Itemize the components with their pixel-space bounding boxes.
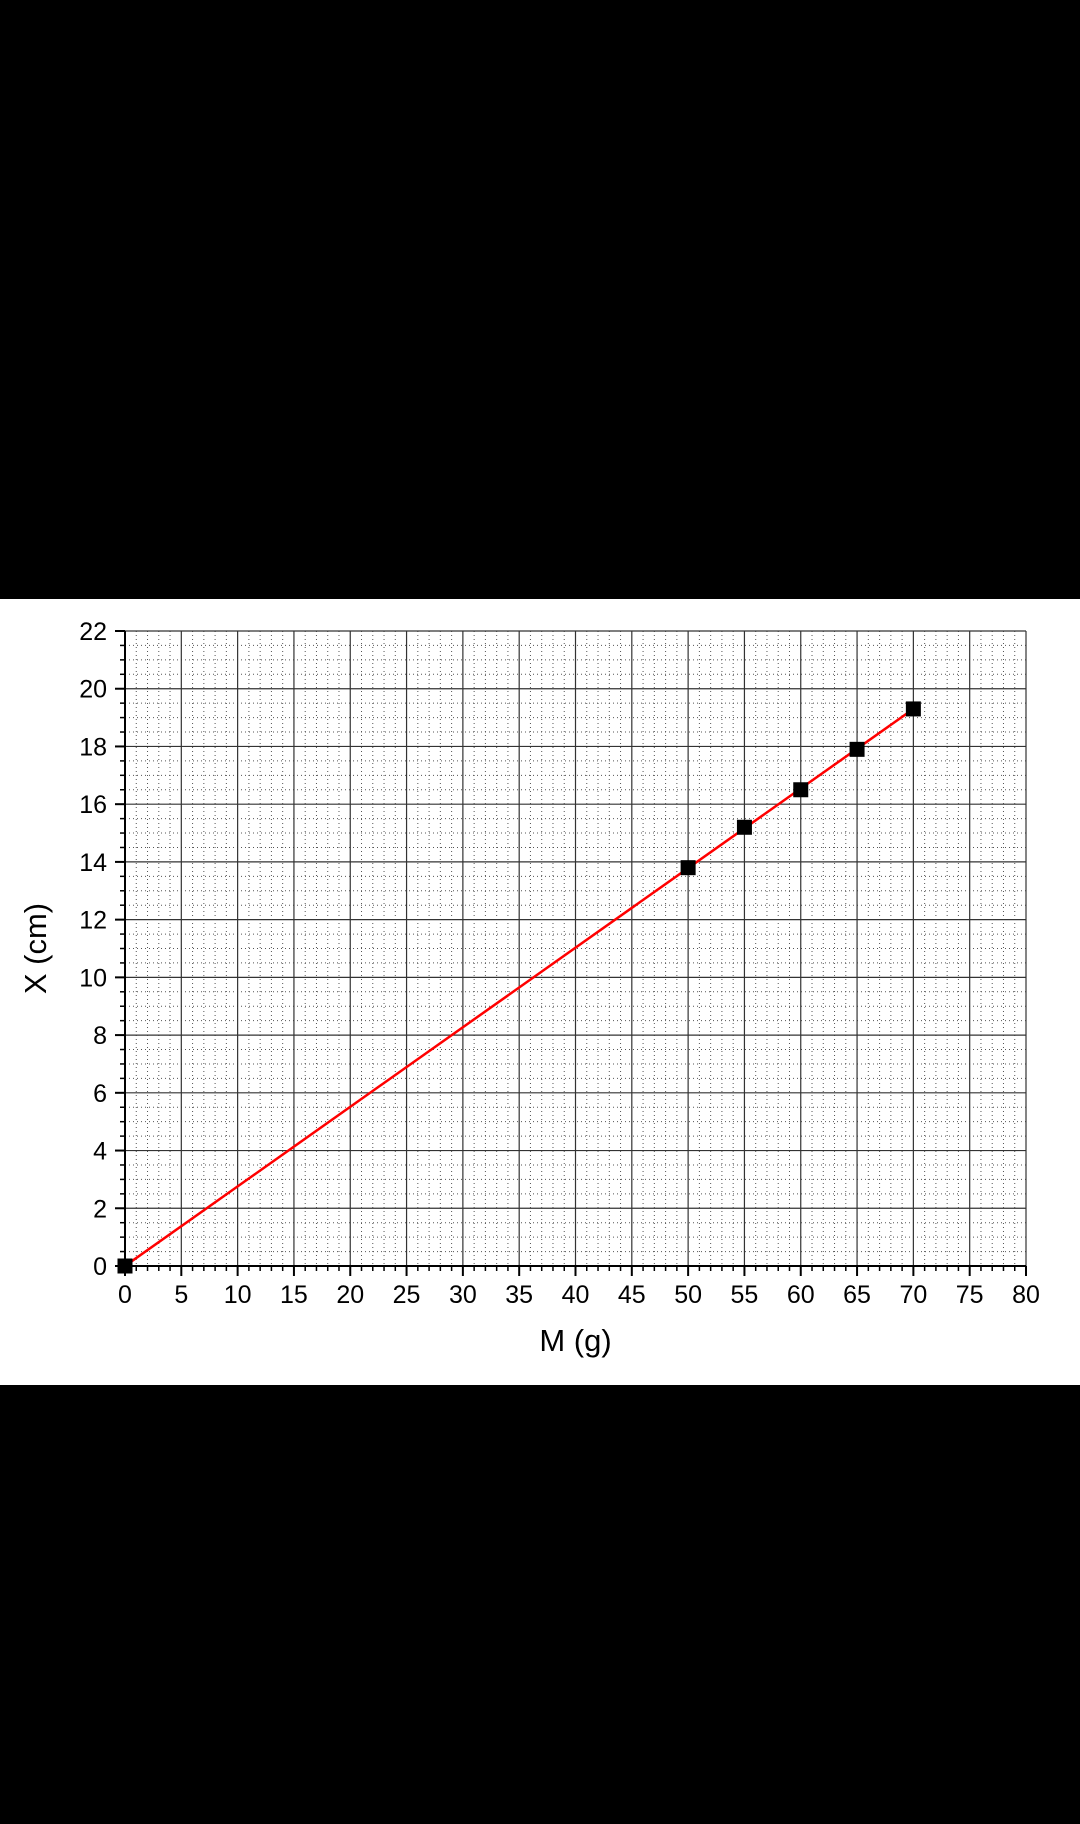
x-tick-label: 45 [618,1281,646,1309]
x-tick-label: 30 [449,1281,477,1309]
data-point [117,1258,133,1274]
x-tick-label: 35 [505,1281,533,1309]
fit-line [124,707,915,1268]
x-axis-title: M (g) [539,1323,611,1358]
y-tick-label: 0 [93,1253,107,1281]
y-tick-label: 4 [93,1138,107,1166]
fit-line-group [124,707,915,1268]
tick-marks [115,630,1027,1276]
chart-panel: 0 5 10 15 20 25 30 35 40 45 50 55 60 65 70 75 80 0 2 4 6 8 10… [0,599,1080,1385]
data-point [849,741,865,757]
x-tick-label: 70 [899,1281,927,1309]
y-tick-label: 10 [79,964,107,992]
x-tick-label: 60 [787,1281,815,1309]
data-point [736,819,752,835]
y-tick-label: 14 [79,849,107,877]
x-tick-label: 0 [118,1281,132,1309]
y-tick-label: 12 [79,907,107,935]
x-tick-label: 75 [956,1281,984,1309]
x-tick-label: 65 [843,1281,871,1309]
x-tick-label: 10 [224,1281,252,1309]
y-tick-label: 2 [93,1195,107,1223]
x-tick-label: 15 [280,1281,308,1309]
x-tick-label: 50 [674,1281,702,1309]
data-point [680,860,696,876]
chart-svg: 0 5 10 15 20 25 30 35 40 45 50 55 60 65 70 75 80 0 2 4 6 8 10… [18,618,1040,1358]
x-tick-labels: 0 5 10 15 20 25 30 35 40 45 50 55 60 65 70 75 80 [118,1281,1040,1309]
y-tick-label: 20 [79,676,107,704]
data-point [793,782,809,798]
data-point [905,701,921,717]
data-points [117,701,921,1274]
x-tick-label: 20 [336,1281,364,1309]
y-tick-label: 16 [79,791,107,819]
y-tick-label: 6 [93,1080,107,1108]
x-tick-label: 40 [562,1281,590,1309]
x-tick-label: 55 [731,1281,759,1309]
x-tick-label: 80 [1012,1281,1040,1309]
y-tick-label: 8 [93,1022,107,1050]
x-tick-label: 5 [174,1281,188,1309]
y-tick-label: 18 [79,733,107,761]
y-tick-label: 22 [79,618,107,646]
y-tick-labels: 0 2 4 6 8 10 12 14 16 18 20 22 [79,618,107,1281]
x-tick-label: 25 [393,1281,421,1309]
y-axis-title: X (cm) [18,903,53,994]
